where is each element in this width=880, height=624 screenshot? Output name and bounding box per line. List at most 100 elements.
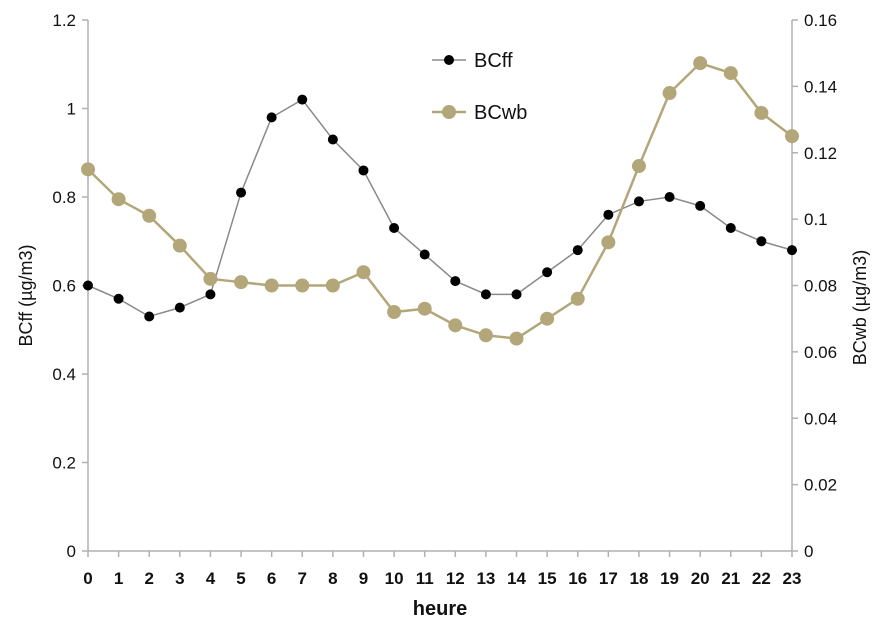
bcff-data-point bbox=[603, 209, 614, 220]
bcwb-data-point bbox=[540, 311, 555, 326]
bcwb-data-point bbox=[142, 208, 157, 223]
bcff-data-point bbox=[144, 311, 155, 322]
y-axis-right-title: BCwb (µg/m3) bbox=[850, 250, 870, 365]
y-left-tick-label: 0.4 bbox=[52, 365, 76, 384]
bcwb-data-point bbox=[325, 278, 340, 293]
axes bbox=[82, 19, 798, 557]
bcff-data-point bbox=[787, 245, 797, 256]
x-tick-label: 1 bbox=[114, 569, 123, 588]
bcff-data-point bbox=[480, 289, 491, 300]
bcwb-data-point bbox=[723, 66, 738, 81]
x-tick-label: 6 bbox=[267, 569, 276, 588]
bcff-data-point bbox=[358, 165, 369, 176]
x-tick-label: 22 bbox=[752, 569, 771, 588]
bcwb-data-point bbox=[172, 238, 187, 253]
y-right-tick-label: 0.1 bbox=[804, 210, 828, 229]
y-right-tick-label: 0 bbox=[804, 542, 813, 561]
bcff-data-point bbox=[664, 192, 675, 202]
y-right-tick-label: 0.14 bbox=[804, 77, 837, 96]
y-right-tick-label: 0.12 bbox=[804, 144, 837, 163]
bcwb-data-point bbox=[448, 318, 463, 333]
y-right-tick-label: 0.08 bbox=[804, 277, 837, 296]
bcff-data-point bbox=[266, 112, 277, 123]
x-tick-label: 4 bbox=[206, 569, 216, 588]
bcwb-data-point bbox=[264, 278, 279, 293]
y-axis-left-title: BCff (µg/m3) bbox=[16, 244, 36, 346]
x-tick-label: 19 bbox=[660, 569, 679, 588]
x-tick-label: 14 bbox=[507, 569, 526, 588]
bcwb-data-point bbox=[478, 328, 493, 343]
bcwb-data-point bbox=[570, 291, 585, 306]
bcwb-data-point bbox=[662, 86, 677, 101]
bcwb-data-point bbox=[631, 159, 646, 174]
x-tick-label: 10 bbox=[385, 569, 404, 588]
bcff-data-point bbox=[389, 222, 400, 233]
x-tick-label: 20 bbox=[691, 569, 710, 588]
bcwb-data-point bbox=[754, 105, 769, 120]
bcff-data-point bbox=[205, 289, 216, 300]
y-left-tick-label: 1 bbox=[67, 100, 76, 119]
bcwb-data-point bbox=[81, 162, 95, 177]
bcff-data-point bbox=[113, 293, 124, 304]
y-right-tick-label: 0.06 bbox=[804, 343, 837, 362]
bcwb-data-point bbox=[295, 278, 310, 293]
bcwb-data-point bbox=[387, 305, 402, 320]
y-left-tick-label: 0.6 bbox=[52, 277, 76, 296]
x-tick-label: 15 bbox=[538, 569, 557, 588]
series-group bbox=[81, 56, 799, 346]
x-tick-label: 8 bbox=[328, 569, 337, 588]
bcff-data-point bbox=[450, 276, 461, 287]
bcff-data-point bbox=[695, 200, 706, 211]
x-tick-label: 21 bbox=[721, 569, 740, 588]
bcff-data-point bbox=[83, 280, 93, 291]
bcwb-data-point bbox=[693, 56, 708, 71]
x-axis-title: heure bbox=[413, 598, 467, 620]
bcff-data-point bbox=[542, 267, 553, 278]
bcff-data-point bbox=[297, 94, 308, 105]
bcwb-data-point bbox=[234, 275, 249, 290]
bcff-series-line bbox=[87, 98, 793, 318]
y-right-tick-label: 0.04 bbox=[804, 409, 837, 428]
y-left-tick-label: 0.2 bbox=[52, 454, 76, 473]
bcff-data-point bbox=[511, 289, 522, 300]
y-right-tick-label: 0.16 bbox=[804, 11, 837, 30]
bcwb-data-point bbox=[417, 301, 432, 316]
legend: BCff BCwb bbox=[432, 50, 527, 124]
legend-bcff-marker bbox=[444, 55, 454, 65]
tick-labels: 0 0.2 0.4 0.6 0.8 1 1.2 0 0.02 0.04 0.06 0.08 0.1 0.1… bbox=[52, 11, 837, 588]
bcwb-series-line bbox=[87, 61, 793, 340]
x-tick-label: 7 bbox=[298, 569, 307, 588]
bcff-data-point bbox=[419, 249, 430, 260]
bcwb-data-point bbox=[203, 271, 218, 286]
x-tick-label: 16 bbox=[568, 569, 587, 588]
bcff-data-point bbox=[756, 236, 767, 247]
y-left-tick-label: 1.2 bbox=[52, 11, 76, 30]
x-tick-label: 11 bbox=[416, 569, 434, 588]
x-tick-label: 17 bbox=[599, 569, 618, 588]
x-tick-label: 2 bbox=[144, 569, 153, 588]
bcff-data-point bbox=[725, 222, 736, 233]
legend-bcff-label: BCff bbox=[474, 50, 513, 72]
legend-bcwb-label: BCwb bbox=[474, 102, 527, 124]
bcff-data-point bbox=[174, 302, 185, 313]
bcwb-data-point bbox=[356, 265, 371, 280]
x-tick-label: 13 bbox=[476, 569, 495, 588]
x-tick-label: 3 bbox=[175, 569, 184, 588]
bcff-data-point bbox=[327, 134, 338, 145]
bcff-data-point bbox=[236, 187, 247, 198]
bcff-data-point bbox=[572, 245, 583, 256]
x-tick-label: 12 bbox=[446, 569, 465, 588]
y-left-tick-label: 0.8 bbox=[52, 188, 76, 207]
legend-bcwb-marker bbox=[442, 105, 456, 119]
bcwb-data-point bbox=[111, 192, 126, 207]
x-tick-label: 23 bbox=[783, 569, 802, 588]
bcwb-data-point bbox=[785, 129, 799, 144]
y-left-tick-label: 0 bbox=[67, 542, 76, 561]
bcff-data-point bbox=[633, 196, 644, 207]
bcwb-data-point bbox=[601, 235, 616, 250]
x-tick-label: 9 bbox=[359, 569, 368, 588]
bcwb-data-point bbox=[509, 331, 524, 346]
y-right-tick-label: 0.02 bbox=[804, 476, 837, 495]
x-tick-label: 5 bbox=[236, 569, 245, 588]
